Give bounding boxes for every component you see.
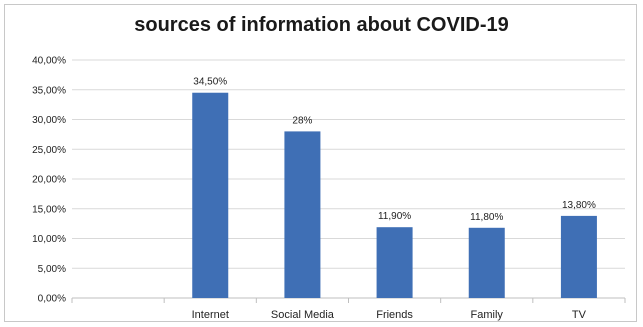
bar xyxy=(468,227,505,298)
y-tick-label: 0,00% xyxy=(38,294,66,305)
bar xyxy=(376,227,413,298)
x-category-label: Family xyxy=(471,309,504,321)
x-category-label: Social Media xyxy=(271,309,335,321)
y-tick-label: 10,00% xyxy=(32,234,66,245)
data-label: 11,80% xyxy=(470,212,503,223)
chart-frame xyxy=(4,4,637,322)
y-tick-label: 5,00% xyxy=(38,264,66,275)
chart-title: sources of information about COVID-19 xyxy=(134,14,509,36)
bar xyxy=(192,92,229,298)
data-label: 13,80% xyxy=(562,200,596,211)
x-category-label: TV xyxy=(572,309,587,321)
y-tick-label: 25,00% xyxy=(32,145,66,156)
y-tick-label: 40,00% xyxy=(32,56,66,67)
y-tick-label: 15,00% xyxy=(32,204,66,215)
y-tick-label: 20,00% xyxy=(32,175,66,186)
data-label: 28% xyxy=(292,115,312,126)
x-category-label: Internet xyxy=(192,309,229,321)
x-category-label: Friends xyxy=(376,309,413,321)
y-tick-label: 30,00% xyxy=(32,115,66,126)
y-tick-label: 35,00% xyxy=(32,85,66,96)
bar xyxy=(284,131,321,298)
bar xyxy=(560,215,597,298)
data-label: 34,50% xyxy=(193,77,227,88)
data-label: 11,90% xyxy=(378,211,411,222)
